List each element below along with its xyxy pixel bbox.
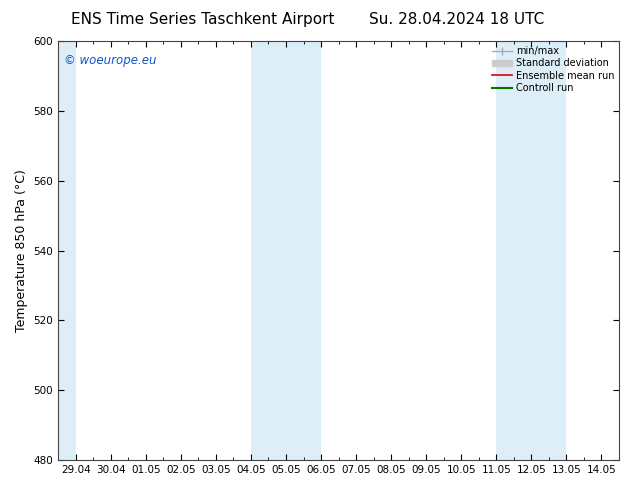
- Text: ENS Time Series Taschkent Airport: ENS Time Series Taschkent Airport: [71, 12, 335, 27]
- Legend: min/max, Standard deviation, Ensemble mean run, Controll run: min/max, Standard deviation, Ensemble me…: [490, 44, 616, 95]
- Text: © woeurope.eu: © woeurope.eu: [64, 53, 156, 67]
- Bar: [58, 41, 75, 460]
- Bar: [251, 41, 321, 460]
- Y-axis label: Temperature 850 hPa (°C): Temperature 850 hPa (°C): [15, 169, 28, 332]
- Bar: [496, 41, 566, 460]
- Text: Su. 28.04.2024 18 UTC: Su. 28.04.2024 18 UTC: [369, 12, 544, 27]
